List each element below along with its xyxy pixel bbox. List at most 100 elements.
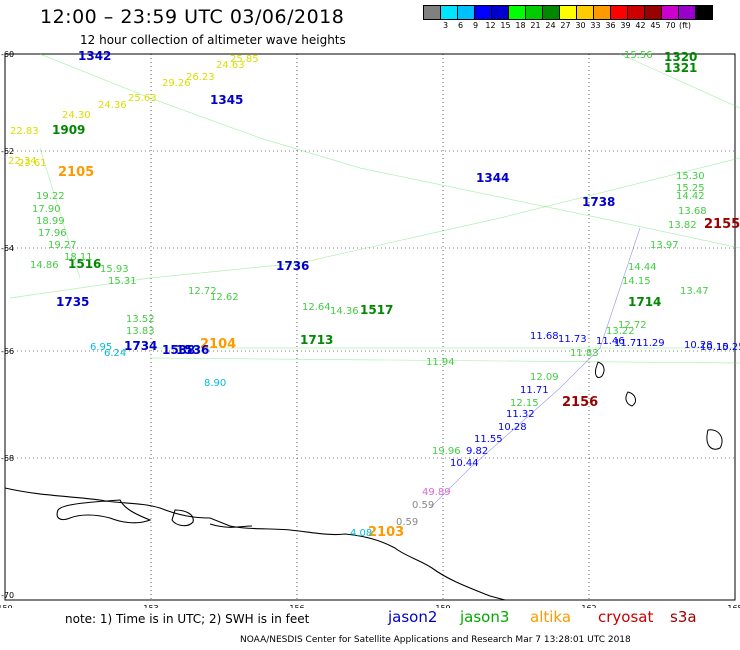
lon-label: 156 [289,604,304,608]
track-line [149,357,740,364]
track-value: 17.96 [38,228,67,239]
track-value: 15.31 [108,276,137,287]
track-value: 1738 [582,195,615,209]
track-value: 15.30 [676,171,705,182]
track-value: 29.26 [162,78,191,89]
track-value: 25.85 [230,54,259,65]
track-value: 10.15 [700,342,729,353]
track-value: 13.68 [678,206,707,217]
island-3 [706,429,723,450]
lon-label: 153 [143,604,158,608]
color-swatch-7 [542,5,560,20]
track-value: 14.36 [330,306,359,317]
track-value: 15.93 [100,264,129,275]
track-value: 1321 [664,61,697,75]
track-value: 13.97 [650,240,679,251]
color-scale-label: 45 [650,21,661,30]
track-value: 9.82 [466,446,488,457]
track-value: 10.25 [716,342,740,353]
track-value: 15.25 [676,183,705,194]
track-value: 2103 [368,525,404,540]
lat-label: -66 [1,347,14,356]
color-swatch-6 [525,5,543,20]
track-value: 0.59 [396,517,418,528]
track-value: 1736 [276,259,309,273]
track-value: 1320 [664,50,697,64]
track-value: 22.34 [8,156,37,167]
island-2 [625,391,636,407]
satellite-legend-altika: altika [530,608,572,626]
track-value: 17.90 [32,204,61,215]
track-value: 2155 [704,217,740,232]
track-value: 19.22 [36,191,65,202]
track-value: 12.72 [618,320,647,331]
track-value: 10.44 [450,458,479,469]
track-value: 1344 [476,171,509,185]
track-value: 24.63 [216,60,245,71]
track-value: 12.64 [302,302,331,313]
map-subtitle: 12 hour collection of altimeter wave hei… [80,33,346,47]
altimeter-tracks [9,53,740,509]
color-swatch-0 [423,5,441,20]
track-value: 11.32 [506,409,535,420]
color-swatch-14 [661,5,679,20]
track-value: 2156 [562,395,598,410]
lon-label: 162 [581,604,596,608]
track-value: 1909 [52,123,85,137]
track-value: 1714 [628,295,661,309]
color-scale-label: 39 [620,21,631,30]
track-value: 1713 [300,333,333,347]
wave-height-map: -60 -62 -64 -66 -68 -70 150 153 156 159 162 165 21… [0,49,740,608]
track-value: 23.61 [18,158,47,169]
track-value: 18.11 [64,252,93,263]
track-value: 18.99 [36,216,65,227]
satellite-legend-s3a: s3a [670,608,697,626]
track-value: 1734 [124,339,157,353]
track-value: 11.71 [614,338,643,349]
color-swatch-15 [678,5,696,20]
color-scale-label: 36 [605,21,616,30]
track-line [9,157,740,299]
track-value: 13.52 [126,314,155,325]
track-line [619,53,740,109]
track-value: 14.15 [622,276,651,287]
track-value: 4.08 [350,528,372,539]
track-value: 12.09 [530,372,559,383]
track-value: 1538 [162,343,195,357]
color-swatch-2 [457,5,475,20]
map-title: 12:00 – 23:59 UTC 03/06/2018 [40,6,345,28]
island-1 [595,361,605,379]
track-value: 14.44 [628,262,657,273]
track-value: 10.28 [498,422,527,433]
track-value: 13.82 [668,220,697,231]
color-swatch-9 [576,5,594,20]
track-value: 14.86 [30,260,59,271]
track-value: 13.47 [680,286,709,297]
color-scale-label: 27 [560,21,571,30]
lat-label: -62 [1,147,14,156]
lon-label: 165 [727,604,740,608]
color-scale-label: 12 [485,21,496,30]
color-swatch-12 [627,5,645,20]
track-value: 10.28 [684,340,713,351]
color-scale-label: 9 [472,21,479,30]
color-scale-label: 18 [515,21,526,30]
lon-label: 159 [435,604,450,608]
coastline [4,487,506,601]
lat-label: -68 [1,454,14,463]
credit-line: NOAA/NESDIS Center for Satellite Applica… [240,635,631,645]
color-scale-label: 42 [635,21,646,30]
track-value: 11.73 [558,334,587,345]
track-value: 2104 [200,337,236,352]
color-swatch-1 [440,5,458,20]
color-scale-label: 21 [530,21,541,30]
color-swatch-5 [508,5,526,20]
track-value: 6.95 [90,342,112,353]
track-line [429,227,641,509]
track-value: 11.94 [426,357,455,368]
color-swatch-13 [644,5,662,20]
lat-label: -70 [1,591,14,600]
track-value: 1517 [360,303,393,317]
track-value: 1516 [68,257,101,271]
track-value: 11.68 [530,331,559,342]
